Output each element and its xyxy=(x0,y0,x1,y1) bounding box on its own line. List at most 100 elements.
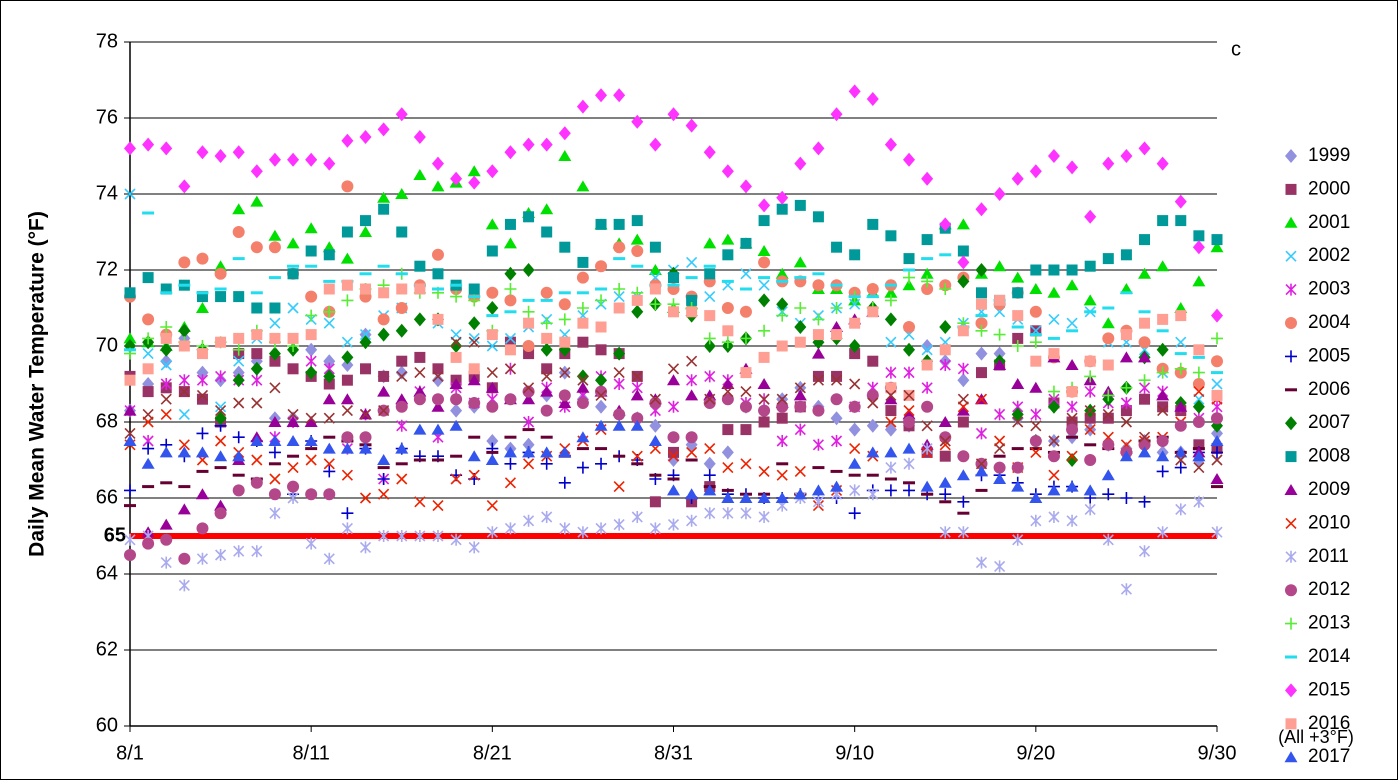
point xyxy=(124,549,136,561)
point xyxy=(251,454,263,466)
point xyxy=(1175,215,1187,227)
point xyxy=(251,374,263,387)
point xyxy=(721,164,734,179)
point xyxy=(1138,438,1151,451)
point xyxy=(667,363,680,375)
point xyxy=(178,179,191,194)
legend-label: 2002 xyxy=(1308,245,1350,266)
point xyxy=(504,266,517,281)
point xyxy=(794,336,806,348)
point xyxy=(1012,533,1024,546)
legend-marker xyxy=(1285,718,1297,730)
point xyxy=(884,312,897,327)
point xyxy=(957,495,970,508)
point xyxy=(1066,423,1079,436)
point xyxy=(450,290,463,303)
point xyxy=(1192,275,1206,287)
point xyxy=(1030,420,1042,432)
point xyxy=(1084,260,1096,272)
point xyxy=(378,488,390,500)
point xyxy=(1011,271,1025,283)
point xyxy=(920,267,934,279)
point xyxy=(1047,399,1060,414)
point xyxy=(396,370,408,382)
point xyxy=(1139,393,1151,405)
point xyxy=(613,367,625,379)
point xyxy=(1175,454,1187,466)
point xyxy=(1066,317,1078,329)
point xyxy=(867,355,879,367)
point xyxy=(703,456,716,471)
point xyxy=(396,226,408,238)
point xyxy=(522,340,535,352)
point xyxy=(830,107,843,122)
point xyxy=(340,442,354,454)
point xyxy=(830,480,844,492)
point xyxy=(467,374,481,386)
point xyxy=(396,530,408,542)
point xyxy=(939,344,951,356)
point xyxy=(1048,469,1060,481)
point xyxy=(160,321,173,333)
point xyxy=(431,180,445,192)
point xyxy=(523,416,535,428)
point xyxy=(721,445,734,460)
point xyxy=(649,397,662,409)
point xyxy=(123,404,137,416)
point xyxy=(232,226,245,238)
point xyxy=(1211,234,1223,246)
point xyxy=(758,404,771,417)
point xyxy=(305,309,318,322)
point xyxy=(431,248,444,261)
legend-label: 2007 xyxy=(1308,412,1350,433)
point xyxy=(1029,381,1043,393)
point xyxy=(377,454,391,465)
point xyxy=(178,256,191,269)
point xyxy=(159,518,173,530)
point xyxy=(215,401,227,413)
point xyxy=(975,346,988,361)
point xyxy=(757,378,771,389)
point xyxy=(1156,342,1169,357)
point xyxy=(994,408,1006,421)
point xyxy=(485,454,499,465)
point xyxy=(322,393,336,405)
point xyxy=(250,195,264,207)
point xyxy=(1066,386,1078,398)
point xyxy=(1211,355,1223,368)
x-tick-label: 8/11 xyxy=(292,742,329,764)
point xyxy=(613,88,626,103)
point xyxy=(758,393,770,405)
point xyxy=(794,400,807,413)
point xyxy=(305,342,318,357)
legend-label: 2013 xyxy=(1308,613,1350,634)
point xyxy=(975,427,988,440)
point xyxy=(413,169,427,180)
point xyxy=(503,446,517,458)
point xyxy=(341,226,353,238)
point xyxy=(576,99,589,114)
point xyxy=(975,263,988,277)
point xyxy=(1193,462,1205,474)
legend-label: 2015 xyxy=(1308,679,1350,700)
point xyxy=(686,514,698,527)
point xyxy=(1174,419,1187,432)
point xyxy=(232,203,246,215)
point xyxy=(957,245,969,257)
point xyxy=(938,416,952,427)
point xyxy=(1192,416,1205,428)
point xyxy=(1084,412,1096,424)
point xyxy=(902,408,916,420)
point xyxy=(903,484,916,497)
point xyxy=(794,199,806,211)
point xyxy=(233,332,245,344)
point xyxy=(957,362,969,375)
point xyxy=(1012,332,1024,344)
point xyxy=(1120,492,1133,504)
point xyxy=(268,416,282,427)
point xyxy=(540,404,553,417)
x-tick-label: 8/21 xyxy=(473,742,512,764)
point xyxy=(124,533,136,546)
point xyxy=(486,500,498,512)
point xyxy=(269,355,281,367)
